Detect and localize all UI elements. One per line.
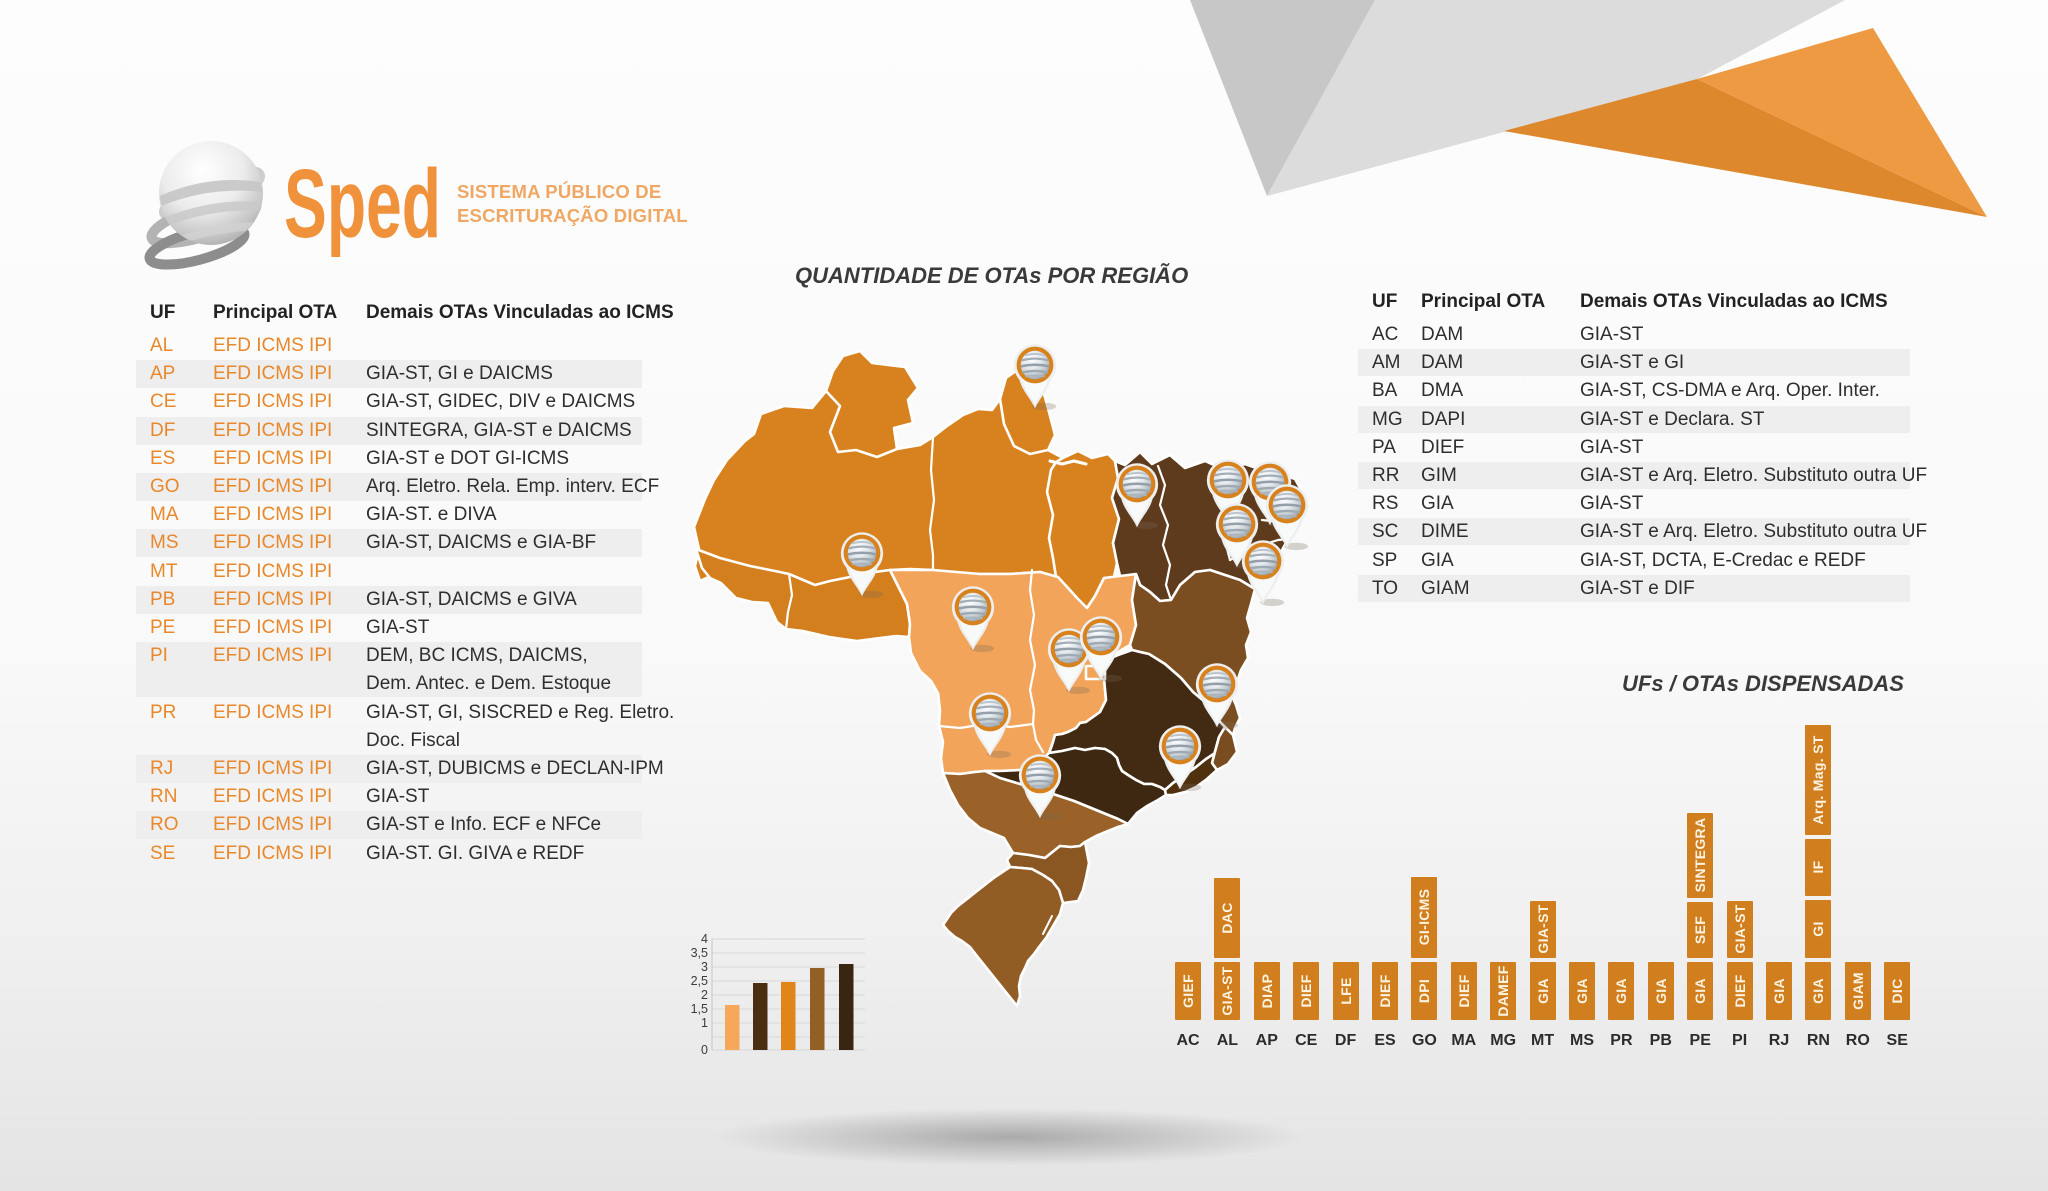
svg-text:1: 1 (701, 1016, 708, 1030)
svg-text:3,5: 3,5 (691, 946, 708, 960)
svg-text:3: 3 (701, 960, 708, 974)
svg-text:ESCRITURAÇÃO DIGITAL: ESCRITURAÇÃO DIGITAL (457, 205, 688, 226)
svg-text:4: 4 (701, 932, 708, 946)
svg-text:SISTEMA PÚBLICO DE: SISTEMA PÚBLICO DE (457, 181, 661, 202)
svg-text:2,5: 2,5 (691, 974, 708, 988)
svg-text:1,5: 1,5 (691, 1002, 708, 1016)
svg-text:0: 0 (701, 1043, 708, 1057)
svg-text:2: 2 (701, 988, 708, 1002)
svg-text:Sped: Sped (284, 149, 441, 258)
